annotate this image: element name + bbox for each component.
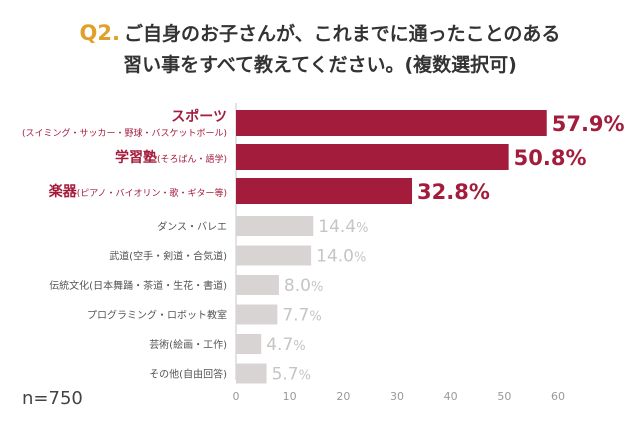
data-label-unit: % bbox=[604, 112, 625, 136]
category-label: 武道(空手・剣道・合気道) bbox=[109, 250, 227, 263]
bar bbox=[236, 216, 314, 236]
category-label: 芸術(絵画・工作) bbox=[149, 338, 227, 351]
bar bbox=[236, 334, 262, 354]
title-line-2: 習い事をすべて教えてください。(複数選択可) bbox=[0, 50, 640, 81]
x-tick-label: 0 bbox=[233, 390, 240, 403]
x-tick-label: 10 bbox=[283, 390, 297, 403]
data-label: 50.8% bbox=[514, 146, 587, 170]
data-label-value: 57.9 bbox=[552, 112, 604, 136]
x-tick-label: 40 bbox=[444, 390, 458, 403]
title-line-1: Q2. ご自身のお子さんが、これまでに通ったことのある bbox=[0, 18, 640, 50]
category-label: 伝統文化(日本舞踊・茶道・生花・書道) bbox=[49, 279, 227, 292]
data-label-unit: % bbox=[565, 146, 586, 170]
data-label: 8.0% bbox=[284, 276, 323, 296]
data-label-value: 32.8 bbox=[417, 180, 469, 204]
category-label: その他(自由回答) bbox=[149, 368, 227, 381]
bar bbox=[236, 363, 267, 384]
data-label: 32.8% bbox=[417, 180, 490, 204]
data-label-value: 50.8 bbox=[514, 146, 566, 170]
data-label-value: 8.0 bbox=[284, 276, 311, 296]
bar bbox=[236, 304, 278, 325]
bar bbox=[236, 144, 509, 170]
data-label-value: 7.7 bbox=[282, 306, 309, 326]
question-number: Q2. bbox=[79, 21, 120, 45]
data-label-value: 14.4 bbox=[318, 217, 356, 237]
category-sublabel: (スイミング・サッカー・野球・バスケットボール) bbox=[22, 127, 227, 139]
data-label-value: 5.7 bbox=[272, 365, 299, 385]
category-label: ダンス・バレエ bbox=[157, 220, 227, 233]
data-label-unit: % bbox=[309, 310, 321, 325]
category-label-sub: (ピアノ・バイオリン・歌・ギター等) bbox=[77, 187, 227, 199]
category-label: 楽器(ピアノ・バイオリン・歌・ギター等) bbox=[48, 183, 227, 200]
bar bbox=[236, 110, 547, 136]
x-tick-label: 20 bbox=[336, 390, 350, 403]
data-label-value: 4.7 bbox=[266, 335, 293, 355]
x-tick-label: 50 bbox=[497, 390, 511, 403]
title-text-line-2: 習い事をすべて教えてください。(複数選択可) bbox=[123, 54, 517, 76]
bar bbox=[236, 245, 312, 266]
data-label: 7.7% bbox=[282, 306, 321, 326]
category-label-sub: (そろばん・語学) bbox=[157, 153, 227, 165]
sample-size: n=750 bbox=[22, 388, 83, 409]
data-label-unit: % bbox=[356, 221, 368, 236]
data-label: 14.0% bbox=[316, 247, 366, 267]
data-label-unit: % bbox=[293, 339, 305, 354]
bar bbox=[236, 178, 413, 204]
data-label: 4.7% bbox=[266, 335, 305, 355]
data-label-unit: % bbox=[299, 369, 311, 384]
data-label: 5.7% bbox=[272, 365, 311, 385]
x-tick-label: 30 bbox=[390, 390, 404, 403]
title-text-line-1: ご自身のお子さんが、これまでに通ったことのある bbox=[124, 23, 561, 45]
category-label: スポーツ bbox=[171, 108, 227, 125]
chart-title: Q2. ご自身のお子さんが、これまでに通ったことのある 習い事をすべて教えてくださ… bbox=[0, 18, 640, 81]
data-label-unit: % bbox=[354, 251, 366, 266]
x-tick-label: 60 bbox=[551, 390, 565, 403]
bar bbox=[236, 275, 279, 295]
data-label: 14.4% bbox=[318, 217, 368, 237]
category-label-main: 楽器 bbox=[48, 183, 78, 200]
data-label: 57.9% bbox=[552, 112, 625, 136]
category-label-main: 学習塾 bbox=[115, 149, 157, 166]
category-label: 学習塾(そろばん・語学) bbox=[115, 149, 227, 166]
category-label: プログラミング・ロボット教室 bbox=[87, 309, 227, 322]
data-label-unit: % bbox=[469, 180, 490, 204]
data-label-unit: % bbox=[311, 280, 323, 295]
data-label-value: 14.0 bbox=[316, 247, 354, 267]
